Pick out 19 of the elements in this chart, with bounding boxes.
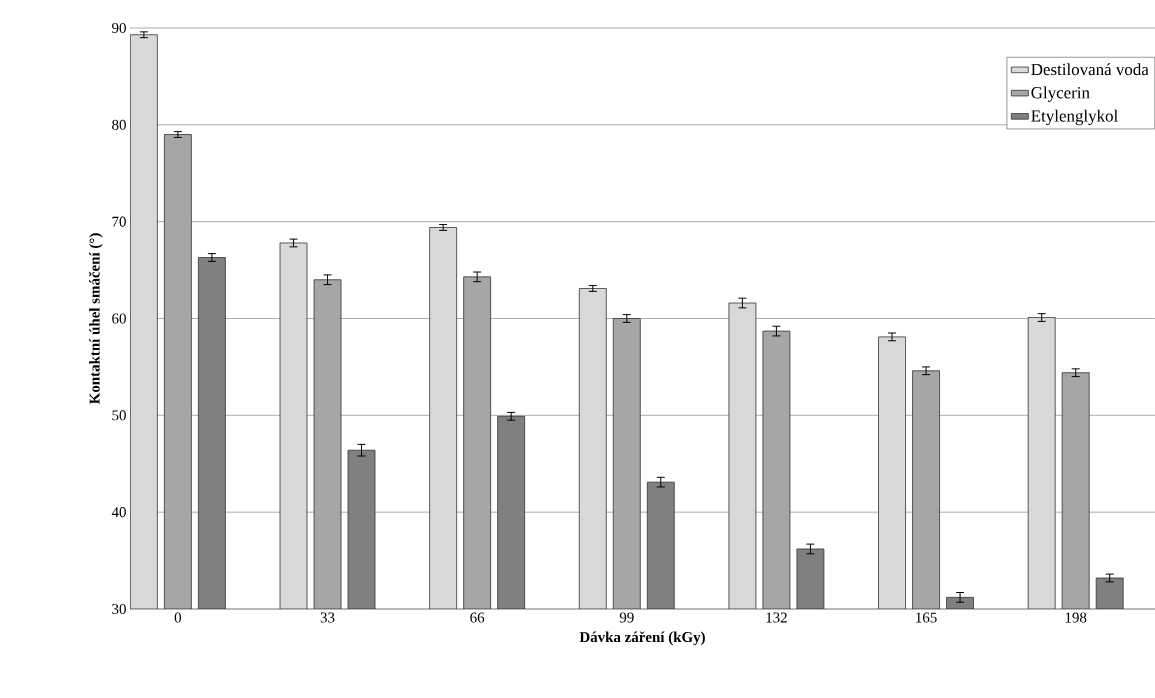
legend-label: Destilovaná voda	[1031, 63, 1149, 76]
y-tick-label: 40	[111, 507, 126, 518]
x-tick-label: 165	[916, 612, 937, 623]
y-tick-label: 70	[112, 216, 126, 227]
y-tick-label: 80	[112, 119, 126, 130]
legend-label: Etylenglykol	[1031, 109, 1118, 126]
x-tick-label: 66	[470, 612, 485, 623]
y-tick-label: 60	[112, 313, 126, 324]
y-tick-label: 90	[112, 22, 126, 34]
x-tick-label: 33	[320, 612, 335, 623]
x-tick-label: 99	[619, 612, 634, 623]
x-tick-label: 132	[766, 612, 787, 623]
y-tick-label: 30	[112, 603, 126, 615]
y-axis-title: Kontaktní úhel smáčení (°)	[88, 233, 103, 405]
x-tick-label: 198	[1065, 612, 1087, 623]
legend-label: Glycerin	[1031, 86, 1090, 102]
y-tick-label: 50	[112, 410, 126, 421]
x-axis-title: Dávka záření (kGy)	[579, 631, 705, 646]
x-tick-label: 0	[174, 612, 182, 623]
